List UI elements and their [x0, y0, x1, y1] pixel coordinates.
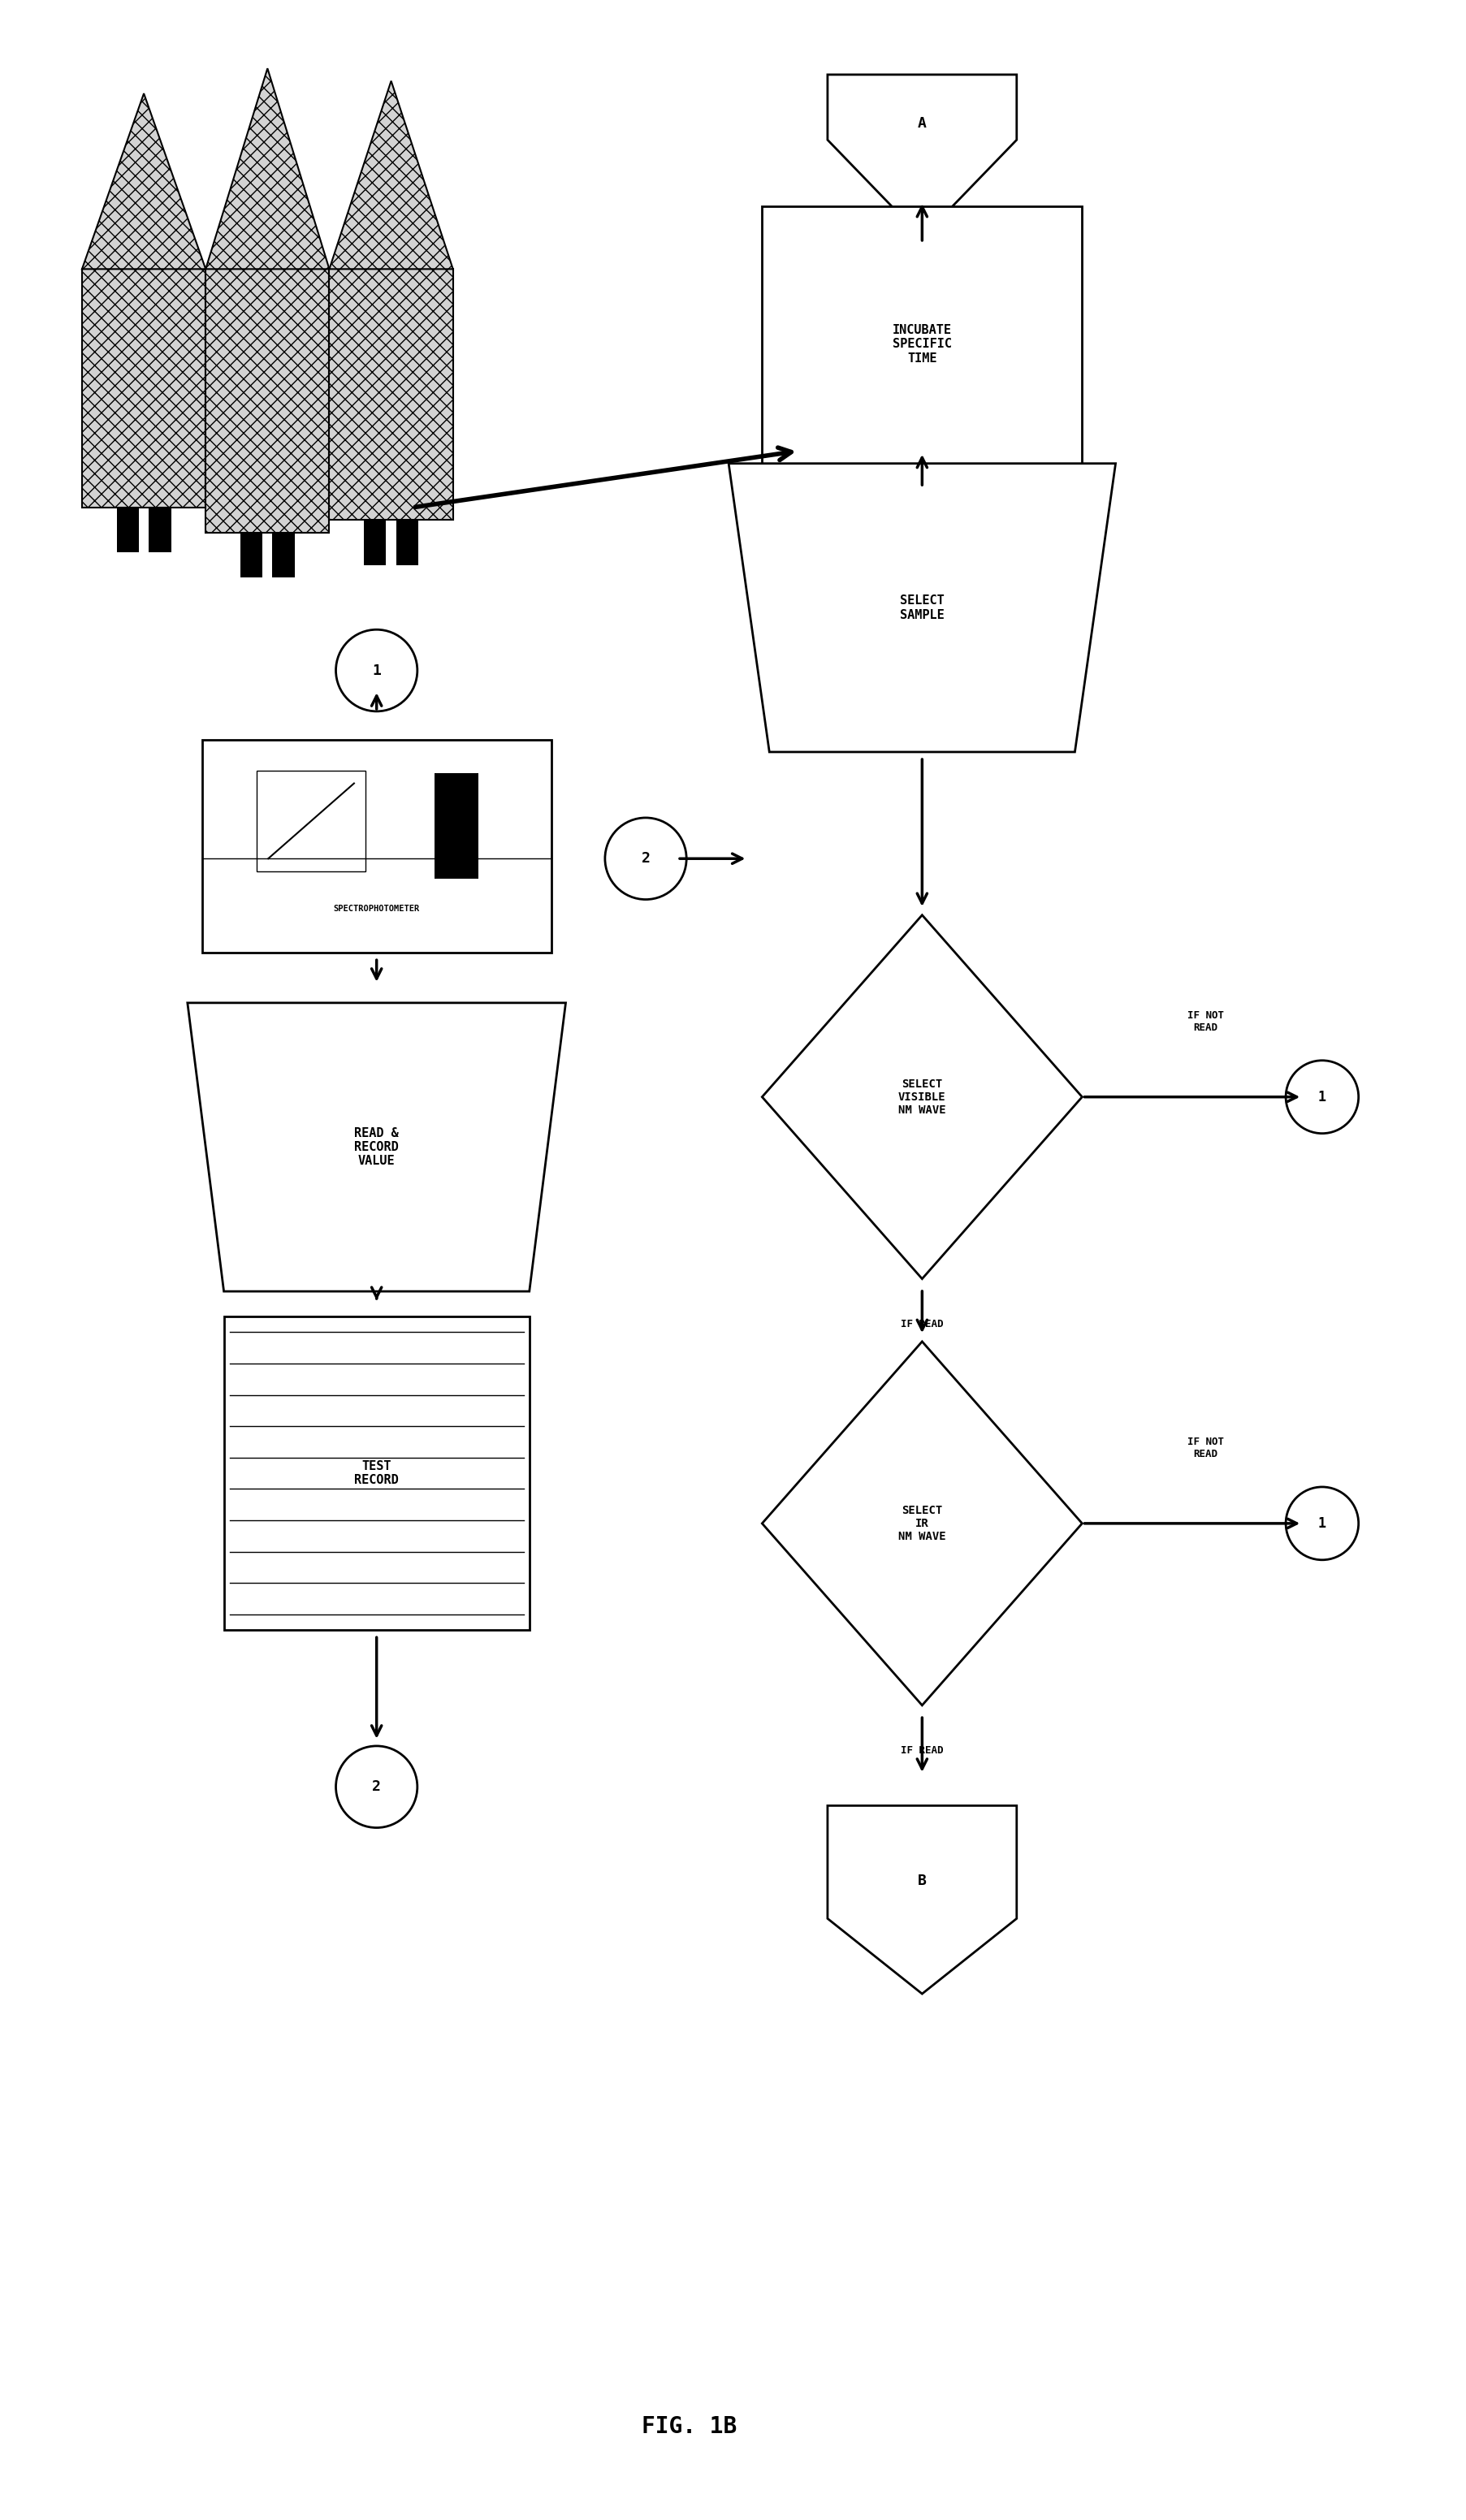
- Text: IF READ: IF READ: [900, 1746, 944, 1756]
- Text: A: A: [918, 116, 927, 131]
- Ellipse shape: [336, 1746, 418, 1827]
- Bar: [257, 771, 365, 872]
- Ellipse shape: [1286, 1061, 1359, 1134]
- Text: SELECT
SAMPLE: SELECT SAMPLE: [900, 595, 944, 620]
- Ellipse shape: [605, 819, 686, 900]
- Text: 1: 1: [372, 663, 381, 678]
- Bar: [396, 519, 418, 564]
- Text: 2: 2: [641, 852, 649, 867]
- Ellipse shape: [336, 630, 418, 711]
- Polygon shape: [205, 68, 330, 270]
- Bar: [435, 774, 478, 879]
- Polygon shape: [762, 1341, 1082, 1706]
- Bar: [148, 507, 172, 552]
- Text: SELECT
IR
NM WAVE: SELECT IR NM WAVE: [899, 1504, 946, 1542]
- Bar: [240, 532, 262, 577]
- Polygon shape: [827, 1807, 1016, 1993]
- Text: SPECTROPHOTOMETER: SPECTROPHOTOMETER: [333, 905, 419, 912]
- Polygon shape: [188, 1003, 566, 1290]
- Bar: [205, 270, 330, 532]
- Polygon shape: [762, 915, 1082, 1278]
- Text: SELECT
VISIBLE
NM WAVE: SELECT VISIBLE NM WAVE: [899, 1079, 946, 1116]
- Text: FIG. 1B: FIG. 1B: [642, 2414, 737, 2437]
- Text: INCUBATE
SPECIFIC
TIME: INCUBATE SPECIFIC TIME: [893, 325, 951, 365]
- Text: 1: 1: [1318, 1089, 1327, 1104]
- Text: 1: 1: [1318, 1517, 1327, 1530]
- Polygon shape: [82, 93, 205, 270]
- Text: READ &
RECORD
VALUE: READ & RECORD VALUE: [355, 1126, 399, 1167]
- Text: IF READ: IF READ: [900, 1318, 944, 1328]
- Text: 2: 2: [372, 1779, 381, 1794]
- Text: B: B: [918, 1872, 927, 1887]
- Polygon shape: [827, 76, 1016, 237]
- Bar: [117, 507, 139, 552]
- Bar: [224, 1315, 529, 1630]
- Bar: [82, 270, 205, 507]
- Text: TEST
RECORD: TEST RECORD: [355, 1459, 399, 1487]
- Bar: [330, 270, 453, 519]
- FancyBboxPatch shape: [202, 738, 551, 953]
- Polygon shape: [729, 464, 1116, 751]
- Bar: [273, 532, 295, 577]
- Ellipse shape: [1286, 1487, 1359, 1560]
- Text: IF NOT
READ: IF NOT READ: [1187, 1436, 1224, 1459]
- Bar: [364, 519, 386, 564]
- FancyBboxPatch shape: [762, 207, 1082, 481]
- Polygon shape: [330, 81, 453, 270]
- Text: IF NOT
READ: IF NOT READ: [1187, 1011, 1224, 1033]
